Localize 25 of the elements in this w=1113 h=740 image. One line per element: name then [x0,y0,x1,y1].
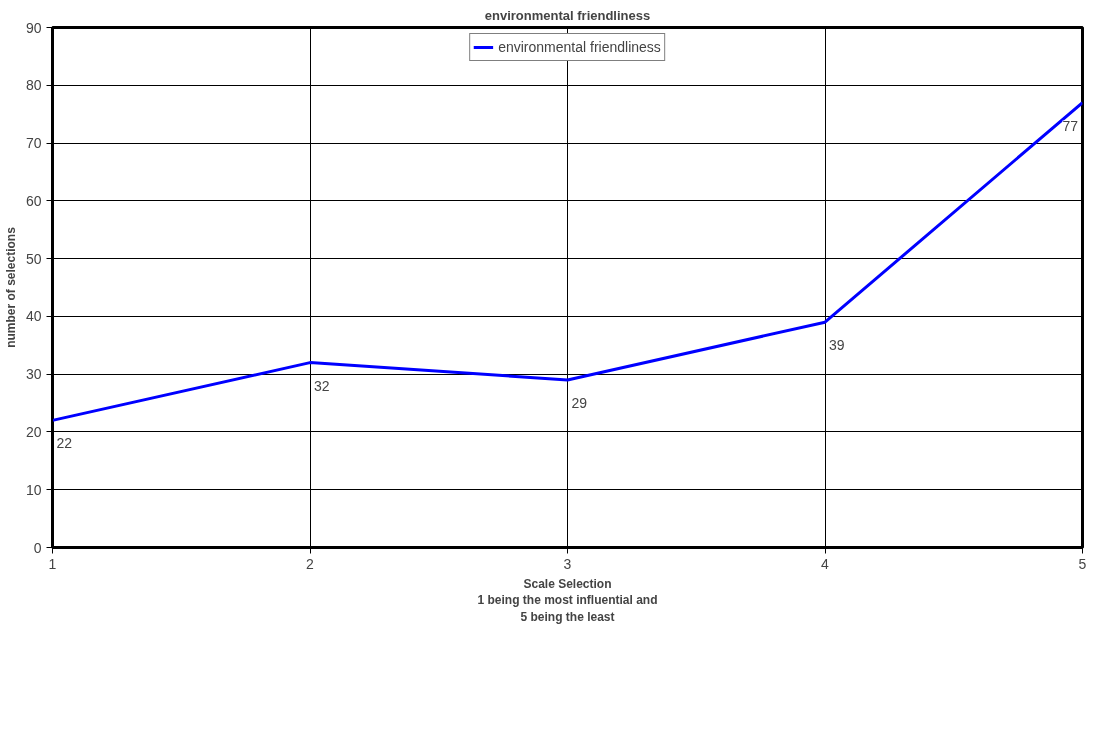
y-tick-label: 40 [25,308,42,325]
y-tick-label: 10 [25,481,42,498]
chart-title: environmental friendliness [484,7,651,23]
y-tick-label: 50 [25,250,42,267]
y-tick-label: 70 [25,135,42,152]
data-label: 39 [829,337,845,354]
x-tick-label: 2 [306,555,315,572]
x-tick-label: 5 [1078,555,1087,572]
x-tick-label: 3 [563,555,572,572]
data-label: 22 [56,435,73,452]
y-axis-title: number of selections [3,226,18,348]
data-label: 77 [1062,117,1079,134]
y-tick-label: 80 [25,77,42,94]
x-tick-label: 4 [821,555,830,572]
data-label: 29 [571,394,588,411]
line-series [52,101,1083,422]
y-tick-label: 20 [25,423,42,440]
data-label: 32 [314,377,330,394]
y-tick-label: 0 [33,539,42,556]
x-axis-title: Scale Selection 1 being the most influential and 5 being the least [477,576,658,625]
y-tick-label: 60 [25,192,42,209]
y-tick-label: 90 [25,19,42,36]
x-tick-label: 1 [48,555,57,572]
y-tick-label: 30 [25,366,42,383]
legend-label: environmental friendliness [498,39,661,55]
